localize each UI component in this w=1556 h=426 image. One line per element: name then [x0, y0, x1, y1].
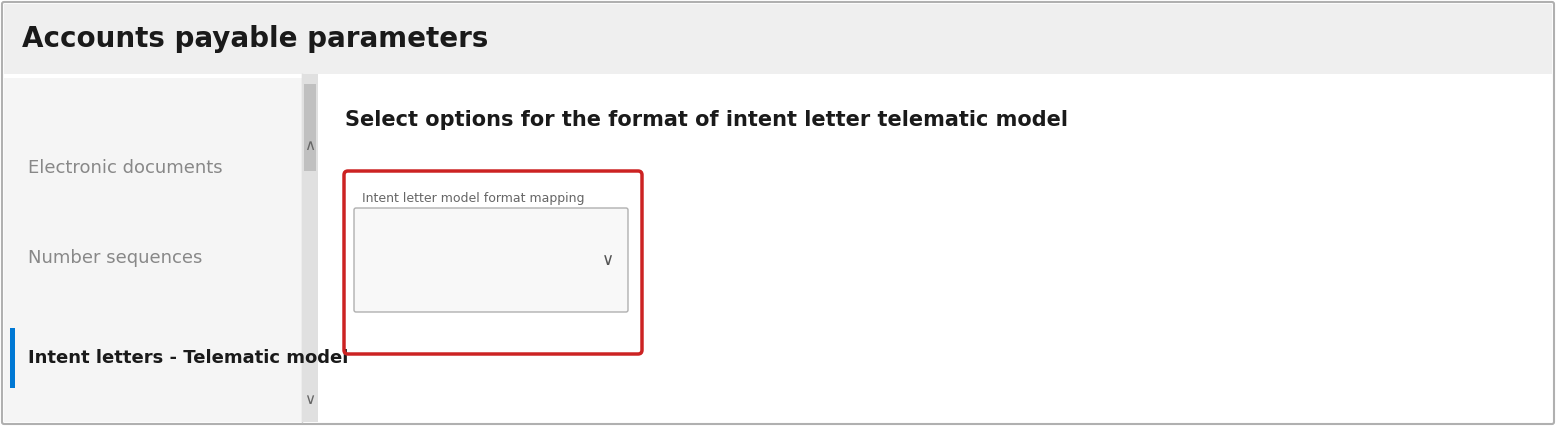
Bar [5, 4, 1551, 74]
Bar [9, 328, 16, 388]
Bar [302, 74, 317, 422]
Text: Intent letter model format mapping: Intent letter model format mapping [363, 192, 585, 205]
Text: Electronic documents: Electronic documents [28, 159, 223, 177]
FancyBboxPatch shape [355, 208, 629, 312]
Text: Intent letters - Telematic model: Intent letters - Telematic model [28, 349, 349, 367]
Bar [5, 78, 302, 422]
Text: Number sequences: Number sequences [28, 249, 202, 267]
Text: Accounts payable parameters: Accounts payable parameters [22, 25, 489, 53]
Text: ∨: ∨ [602, 251, 615, 269]
Text: Select options for the format of intent letter telematic model: Select options for the format of intent … [345, 110, 1067, 130]
Text: ∨: ∨ [305, 392, 316, 408]
Bar [303, 84, 316, 171]
Text: ∧: ∧ [305, 138, 316, 153]
